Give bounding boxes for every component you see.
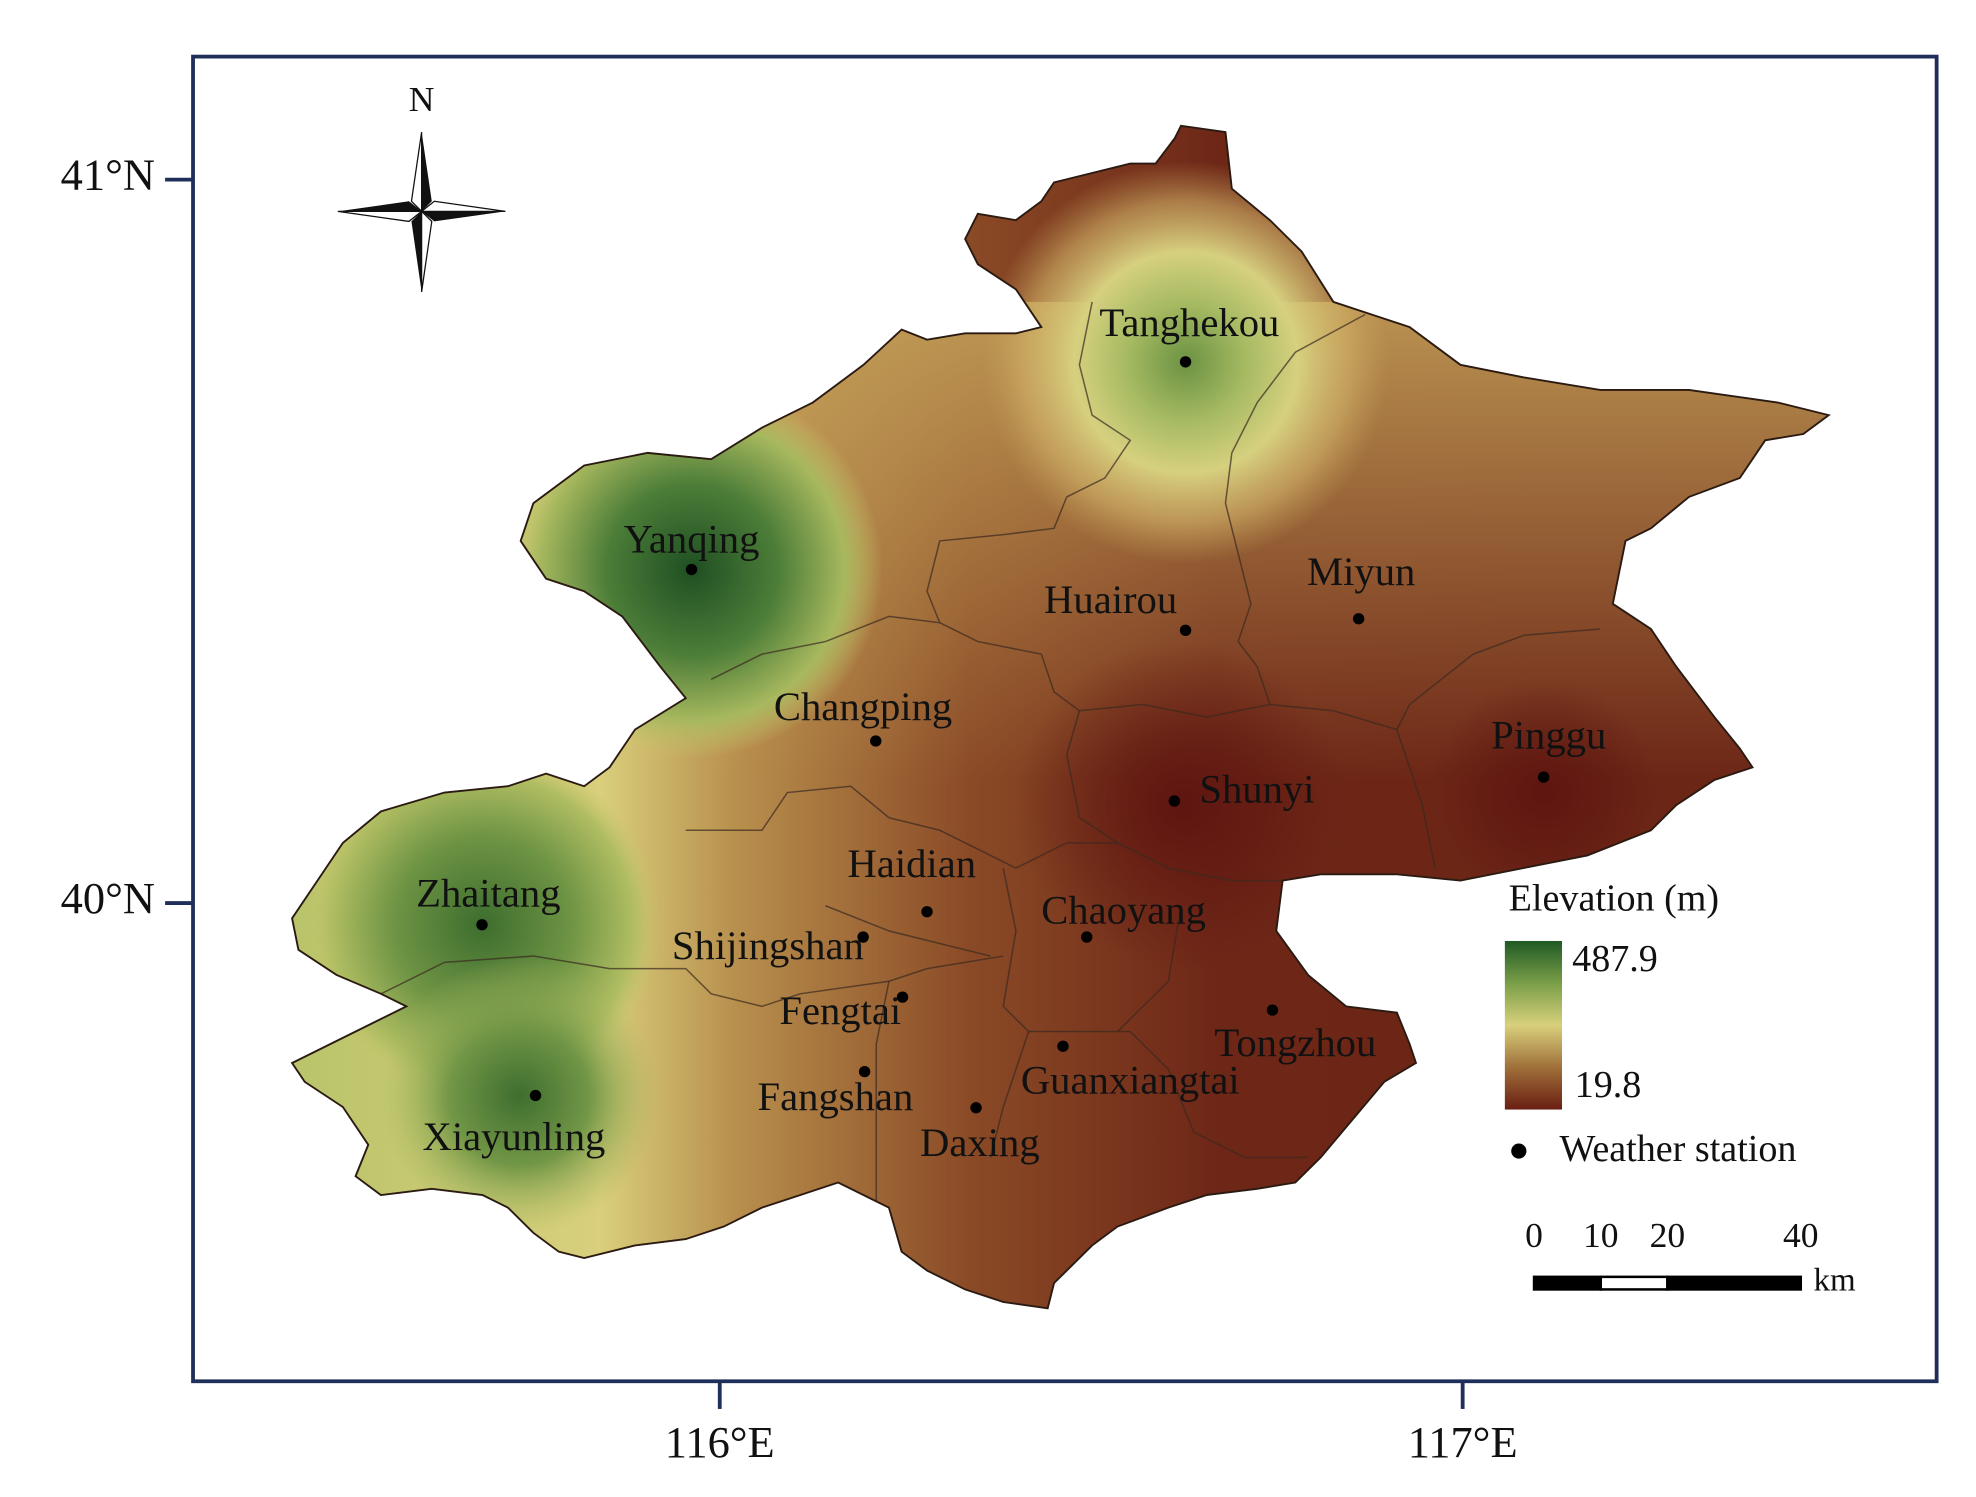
legend: Elevation (m) 487.9 19.8 Weather station: [1504, 878, 1797, 1170]
station-label: Daxing: [920, 1120, 1040, 1165]
station-point: [921, 906, 933, 918]
scale-unit: km: [1813, 1263, 1856, 1299]
station-point: [1266, 1004, 1279, 1016]
station-label: Fangshan: [758, 1074, 914, 1119]
scale-segment: [1532, 1275, 1603, 1291]
station-label: Changping: [774, 684, 952, 729]
legend-min: 19.8: [1575, 1064, 1642, 1106]
station-point: [1081, 931, 1093, 943]
legend-max: 487.9: [1572, 938, 1658, 980]
station-point: [529, 1089, 542, 1102]
compass: N: [337, 79, 506, 292]
scale-segment: [1599, 1275, 1669, 1291]
station-label: Miyun: [1307, 549, 1415, 594]
station-point: [1179, 624, 1192, 636]
scale-bar: km 0 10 20 40: [1525, 1215, 1856, 1298]
station-point: [970, 1102, 982, 1114]
station-point: [1352, 613, 1365, 625]
station-point: [857, 931, 869, 943]
station-point: [858, 1065, 871, 1078]
station-label: Shunyi: [1199, 767, 1314, 812]
station-point: [870, 735, 882, 747]
station-point: [1057, 1040, 1069, 1052]
color-bar: [1504, 940, 1563, 1110]
station-point: [1537, 771, 1550, 783]
legend-station-symbol: [1511, 1143, 1527, 1159]
station-label: Chaoyang: [1041, 888, 1206, 933]
station-point: [476, 919, 488, 931]
station-label: Pinggu: [1491, 713, 1606, 758]
station-point: [1168, 795, 1181, 807]
station-point: [1179, 356, 1192, 368]
station-label: Huairou: [1044, 577, 1177, 622]
scale-tick-label: 20: [1650, 1215, 1686, 1255]
station-label: Tongzhou: [1214, 1020, 1376, 1065]
scale-segment: [1666, 1275, 1803, 1291]
x-tick-label: 116°E: [665, 1418, 775, 1467]
y-tick-label: 41°N: [61, 151, 155, 200]
station-label: Xiayunling: [423, 1114, 606, 1159]
station-label: Shijingshan: [672, 923, 864, 968]
station-label: Fengtai: [779, 988, 901, 1033]
scale-tick-label: 0: [1525, 1215, 1543, 1255]
station-point: [685, 563, 698, 576]
station-label: Tanghekou: [1099, 300, 1279, 345]
y-tick-label: 40°N: [61, 874, 155, 923]
station-label: Haidian: [847, 841, 976, 886]
scale-tick-label: 40: [1783, 1215, 1819, 1255]
station-label: Guanxiangtai: [1021, 1057, 1240, 1102]
station-label: Yanqing: [624, 517, 760, 562]
station-point: [896, 991, 909, 1003]
x-tick-label: 117°E: [1408, 1418, 1518, 1467]
scale-tick-label: 10: [1583, 1215, 1619, 1255]
legend-station-label: Weather station: [1559, 1128, 1796, 1170]
stations: Tanghekou Yanqing Huairou Miyun Changping Pin…: [416, 300, 1606, 1165]
legend-title: Elevation (m): [1509, 878, 1719, 920]
compass-label: N: [409, 79, 435, 119]
station-label: Zhaitang: [416, 870, 560, 915]
district-boundaries: [380, 301, 1601, 1208]
